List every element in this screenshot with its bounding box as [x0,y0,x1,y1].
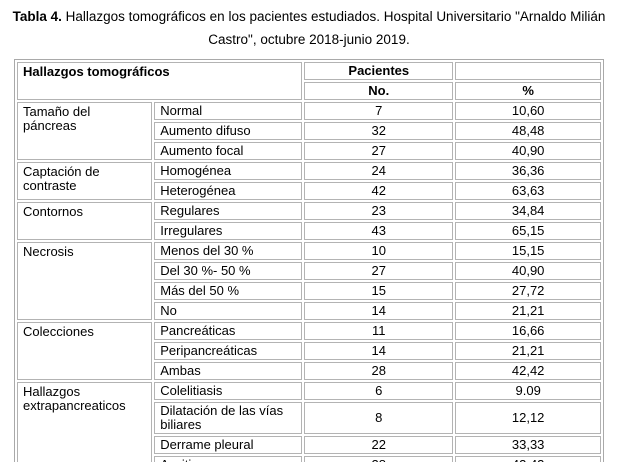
category-cell: Necrosis [17,242,153,320]
finding-cell: Ascitis [154,456,303,462]
no-cell: 8 [304,402,454,434]
finding-cell: Irregulares [154,222,303,240]
table-row: Heterogénea 42 63,63 [17,182,601,200]
finding-cell: Del 30 %- 50 % [154,262,303,280]
table-row: Más del 50 % 15 27,72 [17,282,601,300]
finding-cell: Colelitiasis [154,382,303,400]
table-row: Aumento difuso 32 48,48 [17,122,601,140]
table-row: No 14 21,21 [17,302,601,320]
pct-cell: 21,21 [455,342,601,360]
no-cell: 6 [304,382,454,400]
no-cell: 28 [304,456,454,462]
pct-cell: 34,84 [455,202,601,220]
header-no: No. [304,82,454,100]
table-title-text: Hallazgos tomográficos en los pacientes … [61,9,606,47]
finding-cell: Derrame pleural [154,436,303,454]
finding-cell: No [154,302,303,320]
table-row: Ambas 28 42,42 [17,362,601,380]
no-cell: 15 [304,282,454,300]
no-cell: 42 [304,182,454,200]
finding-cell: Normal [154,102,303,120]
finding-cell: Heterogénea [154,182,303,200]
table-row: Contornos Regulares 23 34,84 [17,202,601,240]
header-pct: % [455,82,601,100]
pct-cell: 33,33 [455,436,601,454]
finding-cell: Ambas [154,362,303,380]
pct-cell: 40,90 [455,142,601,160]
header-findings: Hallazgos tomográficos [17,62,303,100]
pct-cell: 10,60 [455,102,601,120]
pct-cell: 12,12 [455,402,601,434]
no-cell: 24 [304,162,454,180]
table-row: Dilatación de las vías biliares 8 12,12 [17,402,601,434]
category-cell: Colecciones [17,322,153,380]
no-cell: 43 [304,222,454,240]
table-row: Irregulares 43 65,15 [17,222,601,240]
table-row: Aumento focal 27 40,90 [17,142,601,160]
pct-cell: 65,15 [455,222,601,240]
pct-cell: 21,21 [455,302,601,320]
pct-cell: 40,90 [455,262,601,280]
table-row: Tamaño del páncreas Normal 7 10,60 [17,102,601,160]
finding-cell: Aumento difuso [154,122,303,140]
header-patients: Pacientes [304,62,454,80]
table-row: Peripancreáticas 14 21,21 [17,342,601,360]
table-title: Tabla 4. Hallazgos tomográficos en los p… [0,5,618,51]
finding-cell: Aumento focal [154,142,303,160]
category-cell: Tamaño del páncreas [17,102,153,160]
finding-cell: Pancreáticas [154,322,303,340]
finding-cell: Peripancreáticas [154,342,303,360]
no-cell: 10 [304,242,454,260]
finding-cell: Menos del 30 % [154,242,303,260]
table-row: Captación de contraste Homogénea 24 36,3… [17,162,601,200]
pct-cell: 16,66 [455,322,601,340]
table-row: Ascitis 28 42,42 [17,456,601,462]
table-row: Del 30 %- 50 % 27 40,90 [17,262,601,280]
table-row: Hallazgos extrapancreaticos Colelitiasis… [17,382,601,462]
pct-cell: 42,42 [455,456,601,462]
finding-cell: Dilatación de las vías biliares [154,402,303,434]
no-cell: 27 [304,142,454,160]
pct-cell: 9.09 [455,382,601,400]
no-cell: 23 [304,202,454,220]
pct-cell: 48,48 [455,122,601,140]
pct-cell: 63,63 [455,182,601,200]
table-title-label: Tabla 4. [12,9,62,24]
pct-cell: 36,36 [455,162,601,180]
pct-cell: 42,42 [455,362,601,380]
no-cell: 32 [304,122,454,140]
no-cell: 7 [304,102,454,120]
header-empty [455,62,601,80]
pct-cell: 27,72 [455,282,601,300]
finding-cell: Más del 50 % [154,282,303,300]
no-cell: 14 [304,302,454,320]
no-cell: 28 [304,362,454,380]
finding-cell: Homogénea [154,162,303,180]
category-cell: Contornos [17,202,153,240]
category-cell: Hallazgos extrapancreaticos [17,382,153,462]
finding-cell: Regulares [154,202,303,220]
category-cell: Captación de contraste [17,162,153,200]
no-cell: 11 [304,322,454,340]
header-row-1: Hallazgos tomográficos Pacientes [17,62,601,100]
table-row: Necrosis Menos del 30 % 10 15,15 [17,242,601,320]
no-cell: 14 [304,342,454,360]
no-cell: 22 [304,436,454,454]
pct-cell: 15,15 [455,242,601,260]
header-row-2: No. % [17,82,601,100]
table-row: Colecciones Pancreáticas 11 16,66 [17,322,601,380]
tomographic-findings-table: Hallazgos tomográficos Pacientes No. % T… [14,59,604,462]
table-row: Derrame pleural 22 33,33 [17,436,601,454]
no-cell: 27 [304,262,454,280]
